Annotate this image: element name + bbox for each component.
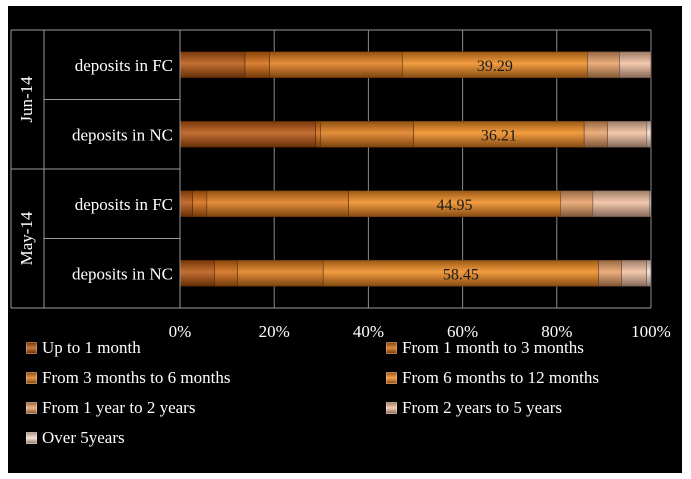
bar-segment	[621, 259, 647, 287]
legend-label: From 3 months to 6 months	[42, 368, 231, 387]
x-tick-label: 100%	[631, 322, 671, 341]
category-label: deposits in FC	[75, 56, 173, 75]
legend-label: Up to 1 month	[42, 338, 141, 357]
bar-segment	[192, 190, 208, 218]
bar-segment	[206, 190, 349, 218]
legend-label: From 6 months to 12 months	[402, 368, 599, 387]
legend-item: Over 5years	[26, 428, 125, 448]
bar-segment	[179, 259, 215, 287]
legend-swatch	[386, 372, 397, 384]
legend-label: From 1 year to 2 years	[42, 398, 196, 417]
bar-segment	[348, 190, 561, 218]
x-tick-label: 20%	[259, 322, 290, 341]
bar-segment	[607, 120, 648, 148]
group-label: May-14	[17, 211, 36, 265]
legend-item: Up to 1 month	[26, 338, 141, 358]
x-tick-label: 40%	[353, 322, 384, 341]
x-tick-label: 0%	[169, 322, 192, 341]
legend-swatch	[26, 372, 37, 384]
data-label: 39.29	[477, 58, 513, 75]
bar-segment	[583, 120, 609, 148]
x-tick-label: 80%	[541, 322, 572, 341]
data-label: 36.21	[481, 127, 517, 144]
bar-segment	[179, 51, 246, 79]
bar-segment	[402, 51, 588, 79]
stacked-bar-chart: 39.29 36.21 44.95 58.45 deposits in FC depos…	[10, 29, 671, 341]
data-label: 44.95	[436, 197, 472, 214]
category-label: deposits in NC	[72, 125, 173, 144]
data-label: 58.45	[443, 266, 479, 283]
bar-segment	[214, 259, 238, 287]
bar-segment	[587, 51, 620, 79]
bar-segment	[592, 190, 650, 218]
bar-segment	[560, 190, 594, 218]
legend-item: From 1 month to 3 months	[386, 338, 584, 358]
bar-segment	[649, 190, 652, 218]
bar-segment	[646, 120, 652, 148]
legend-item: From 2 years to 5 years	[386, 398, 562, 418]
legend-item: From 3 months to 6 months	[26, 368, 230, 388]
legend-swatch	[26, 402, 37, 414]
bar-segment	[315, 120, 321, 148]
legend-label: From 2 years to 5 years	[402, 398, 563, 417]
bar-segment	[322, 259, 599, 287]
bar-segment	[619, 51, 652, 79]
legend-swatch	[26, 342, 37, 354]
category-label: deposits in NC	[72, 264, 173, 283]
legend-item: From 1 year to 2 years	[26, 398, 195, 418]
bar-segment	[179, 120, 316, 148]
bar-segment	[237, 259, 324, 287]
legend-label: Over 5years	[42, 428, 125, 447]
x-tick-label: 60%	[447, 322, 478, 341]
bar-segment	[244, 51, 270, 79]
chart-frame: 39.29 36.21 44.95 58.45 deposits in FC depos…	[8, 6, 682, 473]
legend-swatch	[386, 342, 397, 354]
legend-item: From 6 months to 12 months	[386, 368, 599, 388]
bar-segment	[320, 120, 414, 148]
category-label: deposits in FC	[75, 195, 173, 214]
bar-segment	[646, 259, 652, 287]
bar-segment	[598, 259, 622, 287]
bar-segment	[179, 190, 194, 218]
group-label: Jun-14	[17, 76, 36, 123]
legend-swatch	[386, 402, 397, 414]
bar-segment	[269, 51, 403, 79]
legend-swatch	[26, 432, 37, 444]
legend-label: From 1 month to 3 months	[402, 338, 584, 357]
